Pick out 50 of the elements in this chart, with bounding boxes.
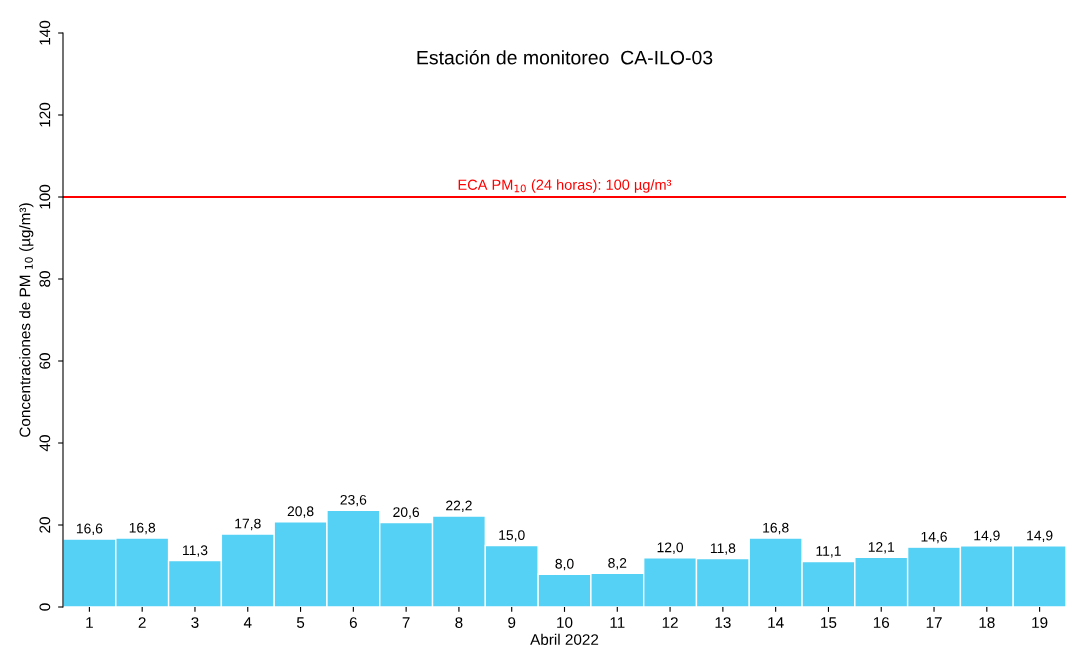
data-label: 14,6 — [921, 531, 947, 544]
data-label: 11,1 — [816, 546, 841, 558]
data-label: 23,6 — [340, 494, 367, 507]
data-label: 8,2 — [608, 558, 627, 570]
y-tick-label: 80 — [39, 271, 51, 287]
y-tick-label: 100 — [39, 184, 51, 209]
data-label: 8,0 — [555, 558, 574, 571]
x-axis-title: Abril 2022 — [530, 633, 599, 645]
x-tick-label: 11 — [610, 617, 625, 628]
x-tick-label: 6 — [349, 617, 357, 628]
x-tick-label: 19 — [1032, 617, 1048, 628]
ref-line-label: ECA PM$_{10}$ (24 horas): 100 µg/m³ — [458, 179, 672, 193]
y-tick-label: 20 — [39, 517, 51, 533]
data-label: 22,2 — [446, 500, 472, 513]
x-tick-label: 13 — [715, 617, 731, 628]
data-label: 11,3 — [183, 545, 208, 557]
data-label: 11,8 — [710, 543, 736, 555]
x-tick-label: 16 — [873, 617, 890, 628]
data-label: 12,0 — [657, 542, 684, 554]
data-label: 14,9 — [974, 530, 1000, 543]
data-label: 17,8 — [235, 518, 261, 531]
x-tick-label: 8 — [455, 617, 463, 628]
data-label: 15,0 — [499, 530, 525, 542]
y-tick-label: 40 — [39, 435, 51, 452]
x-tick-label: 9 — [508, 617, 516, 628]
y-tick-label: 0 — [39, 603, 51, 611]
x-tick-label: 12 — [662, 617, 678, 628]
x-tick-label: 17 — [926, 617, 942, 628]
x-tick-label: 7 — [402, 617, 410, 628]
x-tick-label: 5 — [296, 617, 305, 628]
x-tick-label: 1 — [86, 617, 93, 628]
data-label: 16,8 — [129, 522, 156, 535]
data-label: 16,6 — [76, 523, 103, 536]
data-label: 12,1 — [868, 542, 895, 554]
x-tick-label: 14 — [768, 617, 784, 628]
x-tick-label: 3 — [191, 617, 199, 628]
text: Estación de monitoreo CA-ILO-03 — [417, 49, 713, 65]
x-tick-label: 4 — [243, 617, 252, 628]
x-tick-label: 18 — [979, 617, 995, 628]
data-label: 20,8 — [287, 506, 314, 518]
x-tick-label: 2 — [138, 617, 146, 628]
y-tick-label: 60 — [39, 353, 51, 369]
y-tick-label: 120 — [39, 102, 51, 127]
y-axis-title: Concentraciones de PM $_{10}$ (µg/m³) — [19, 203, 34, 437]
data-label: 16,8 — [763, 522, 789, 535]
data-label: 20,6 — [393, 507, 420, 519]
x-tick-label: 10 — [557, 617, 573, 628]
data-label: 14,9 — [1027, 530, 1053, 543]
y-tick-label: 140 — [39, 20, 51, 45]
x-tick-label: 15 — [821, 617, 837, 628]
